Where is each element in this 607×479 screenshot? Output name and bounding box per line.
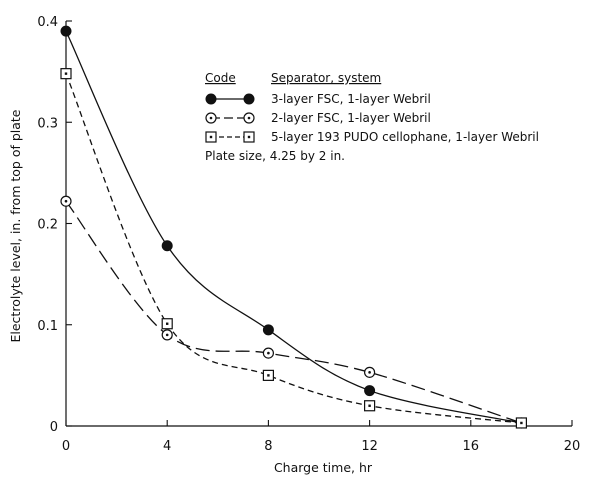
legend-row-1: 3-layer FSC, 1-layer Webril	[205, 92, 431, 106]
x-tick-label: 0	[62, 439, 70, 454]
data-point	[60, 25, 72, 37]
data-point	[262, 369, 274, 381]
y-tick-label: 0	[50, 420, 58, 435]
series-line	[65, 30, 522, 424]
y-ticks: 0 0.1 0.2 0.3 0.4	[37, 15, 72, 435]
x-axis-title: Charge time, hr	[274, 460, 373, 475]
x-tick-label: 12	[361, 439, 378, 454]
data-point	[364, 366, 376, 378]
series-line	[65, 200, 522, 424]
legend-marker	[243, 112, 255, 124]
legend-row-2: 2-layer FSC, 1-layer Webril	[205, 111, 431, 125]
x-tick-label: 16	[463, 439, 480, 454]
legend-label: 2-layer FSC, 1-layer Webril	[271, 111, 431, 125]
x-tick-label: 20	[564, 439, 581, 454]
legend-note: Plate size, 4.25 by 2 in.	[205, 149, 345, 163]
data-point	[161, 318, 173, 330]
legend-label: 3-layer FSC, 1-layer Webril	[271, 92, 431, 106]
data-point	[60, 68, 72, 80]
series-1	[60, 25, 527, 429]
y-axis-title: Electrolyte level, in. from top of plate	[8, 109, 23, 342]
legend-label: 5-layer 193 PUDO cellophane, 1-layer Web…	[271, 130, 539, 144]
legend: Code Separator, system 3-layer FSC, 1-la…	[205, 71, 539, 163]
x-tick-label: 4	[163, 439, 171, 454]
data-point	[262, 324, 274, 336]
legend-code-header: Code	[205, 71, 236, 85]
series-2	[60, 195, 528, 429]
legend-marker	[205, 131, 217, 143]
y-tick-label: 0.4	[37, 15, 58, 30]
x-ticks: 0 4 8 12 16 20	[62, 420, 580, 454]
series-3	[60, 68, 528, 429]
legend-marker	[205, 112, 217, 124]
data-point	[161, 329, 173, 341]
data-point	[262, 347, 274, 359]
legend-marker	[205, 93, 217, 105]
legend-row-3: 5-layer 193 PUDO cellophane, 1-layer Web…	[205, 130, 539, 144]
data-point	[60, 195, 72, 207]
data-point	[515, 417, 528, 429]
legend-marker	[243, 93, 255, 105]
data-point	[364, 385, 376, 397]
x-tick-label: 8	[264, 439, 272, 454]
y-tick-label: 0.1	[37, 319, 58, 334]
legend-marker	[243, 131, 255, 143]
series-layer	[60, 25, 528, 429]
y-tick-label: 0.3	[37, 116, 58, 131]
data-point	[161, 240, 173, 252]
series-line	[65, 73, 522, 424]
y-tick-label: 0.2	[37, 218, 58, 233]
data-point	[364, 400, 376, 412]
legend-rows: 3-layer FSC, 1-layer Webril 2-layer FSC, …	[205, 92, 539, 144]
legend-separator-header: Separator, system	[271, 71, 381, 85]
